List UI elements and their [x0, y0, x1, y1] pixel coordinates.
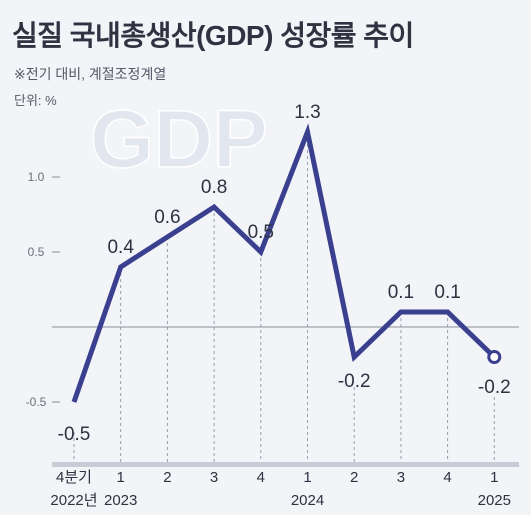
data-value-label: -0.5 [58, 424, 91, 445]
data-value-label: 0.4 [107, 237, 134, 258]
data-value-label: 0.1 [388, 282, 414, 303]
x-tick-label: 2 [163, 469, 171, 486]
x-tick-label: 3 [210, 469, 218, 486]
data-value-label: 0.8 [201, 177, 227, 198]
x-tick-label: 4분기 [56, 469, 92, 486]
x-year-label: 2022년 [50, 492, 97, 509]
x-year-label: 2025 [478, 492, 511, 509]
data-value-label: 1.3 [294, 102, 320, 123]
gdp-growth-line [71, 123, 497, 403]
y-tick-label: 0.5 [28, 245, 45, 259]
x-year-label: 2024 [291, 492, 324, 509]
x-tick-label: 1 [490, 469, 498, 486]
unit-label: 단위: % [14, 93, 57, 108]
data-value-label: 0.1 [434, 282, 460, 303]
y-tick-label: -0.5 [26, 395, 47, 409]
x-tick-label: 3 [397, 469, 405, 486]
x-tick-label: 4 [257, 469, 265, 486]
data-value-label: -0.2 [338, 371, 371, 392]
last-point-marker [487, 350, 502, 364]
data-value-label: 0.6 [154, 207, 180, 228]
x-axis-baseline [52, 462, 519, 467]
x-tick-label: 2 [350, 469, 358, 486]
x-tick-label: 4 [443, 469, 451, 486]
data-value-label: 0.5 [248, 222, 274, 243]
chart-subtitle: ※전기 대비, 계절조정계열 [14, 66, 167, 82]
chart-title: 실질 국내총생산(GDP) 성장률 추이 [12, 20, 414, 51]
x-year-label: 2023 [104, 492, 137, 509]
gdp-watermark: GDP [90, 94, 268, 185]
y-tick-label: 1.0 [28, 170, 45, 184]
x-tick-label: 1 [303, 469, 311, 486]
x-tick-label: 1 [117, 469, 125, 486]
data-value-label: -0.2 [478, 377, 511, 398]
